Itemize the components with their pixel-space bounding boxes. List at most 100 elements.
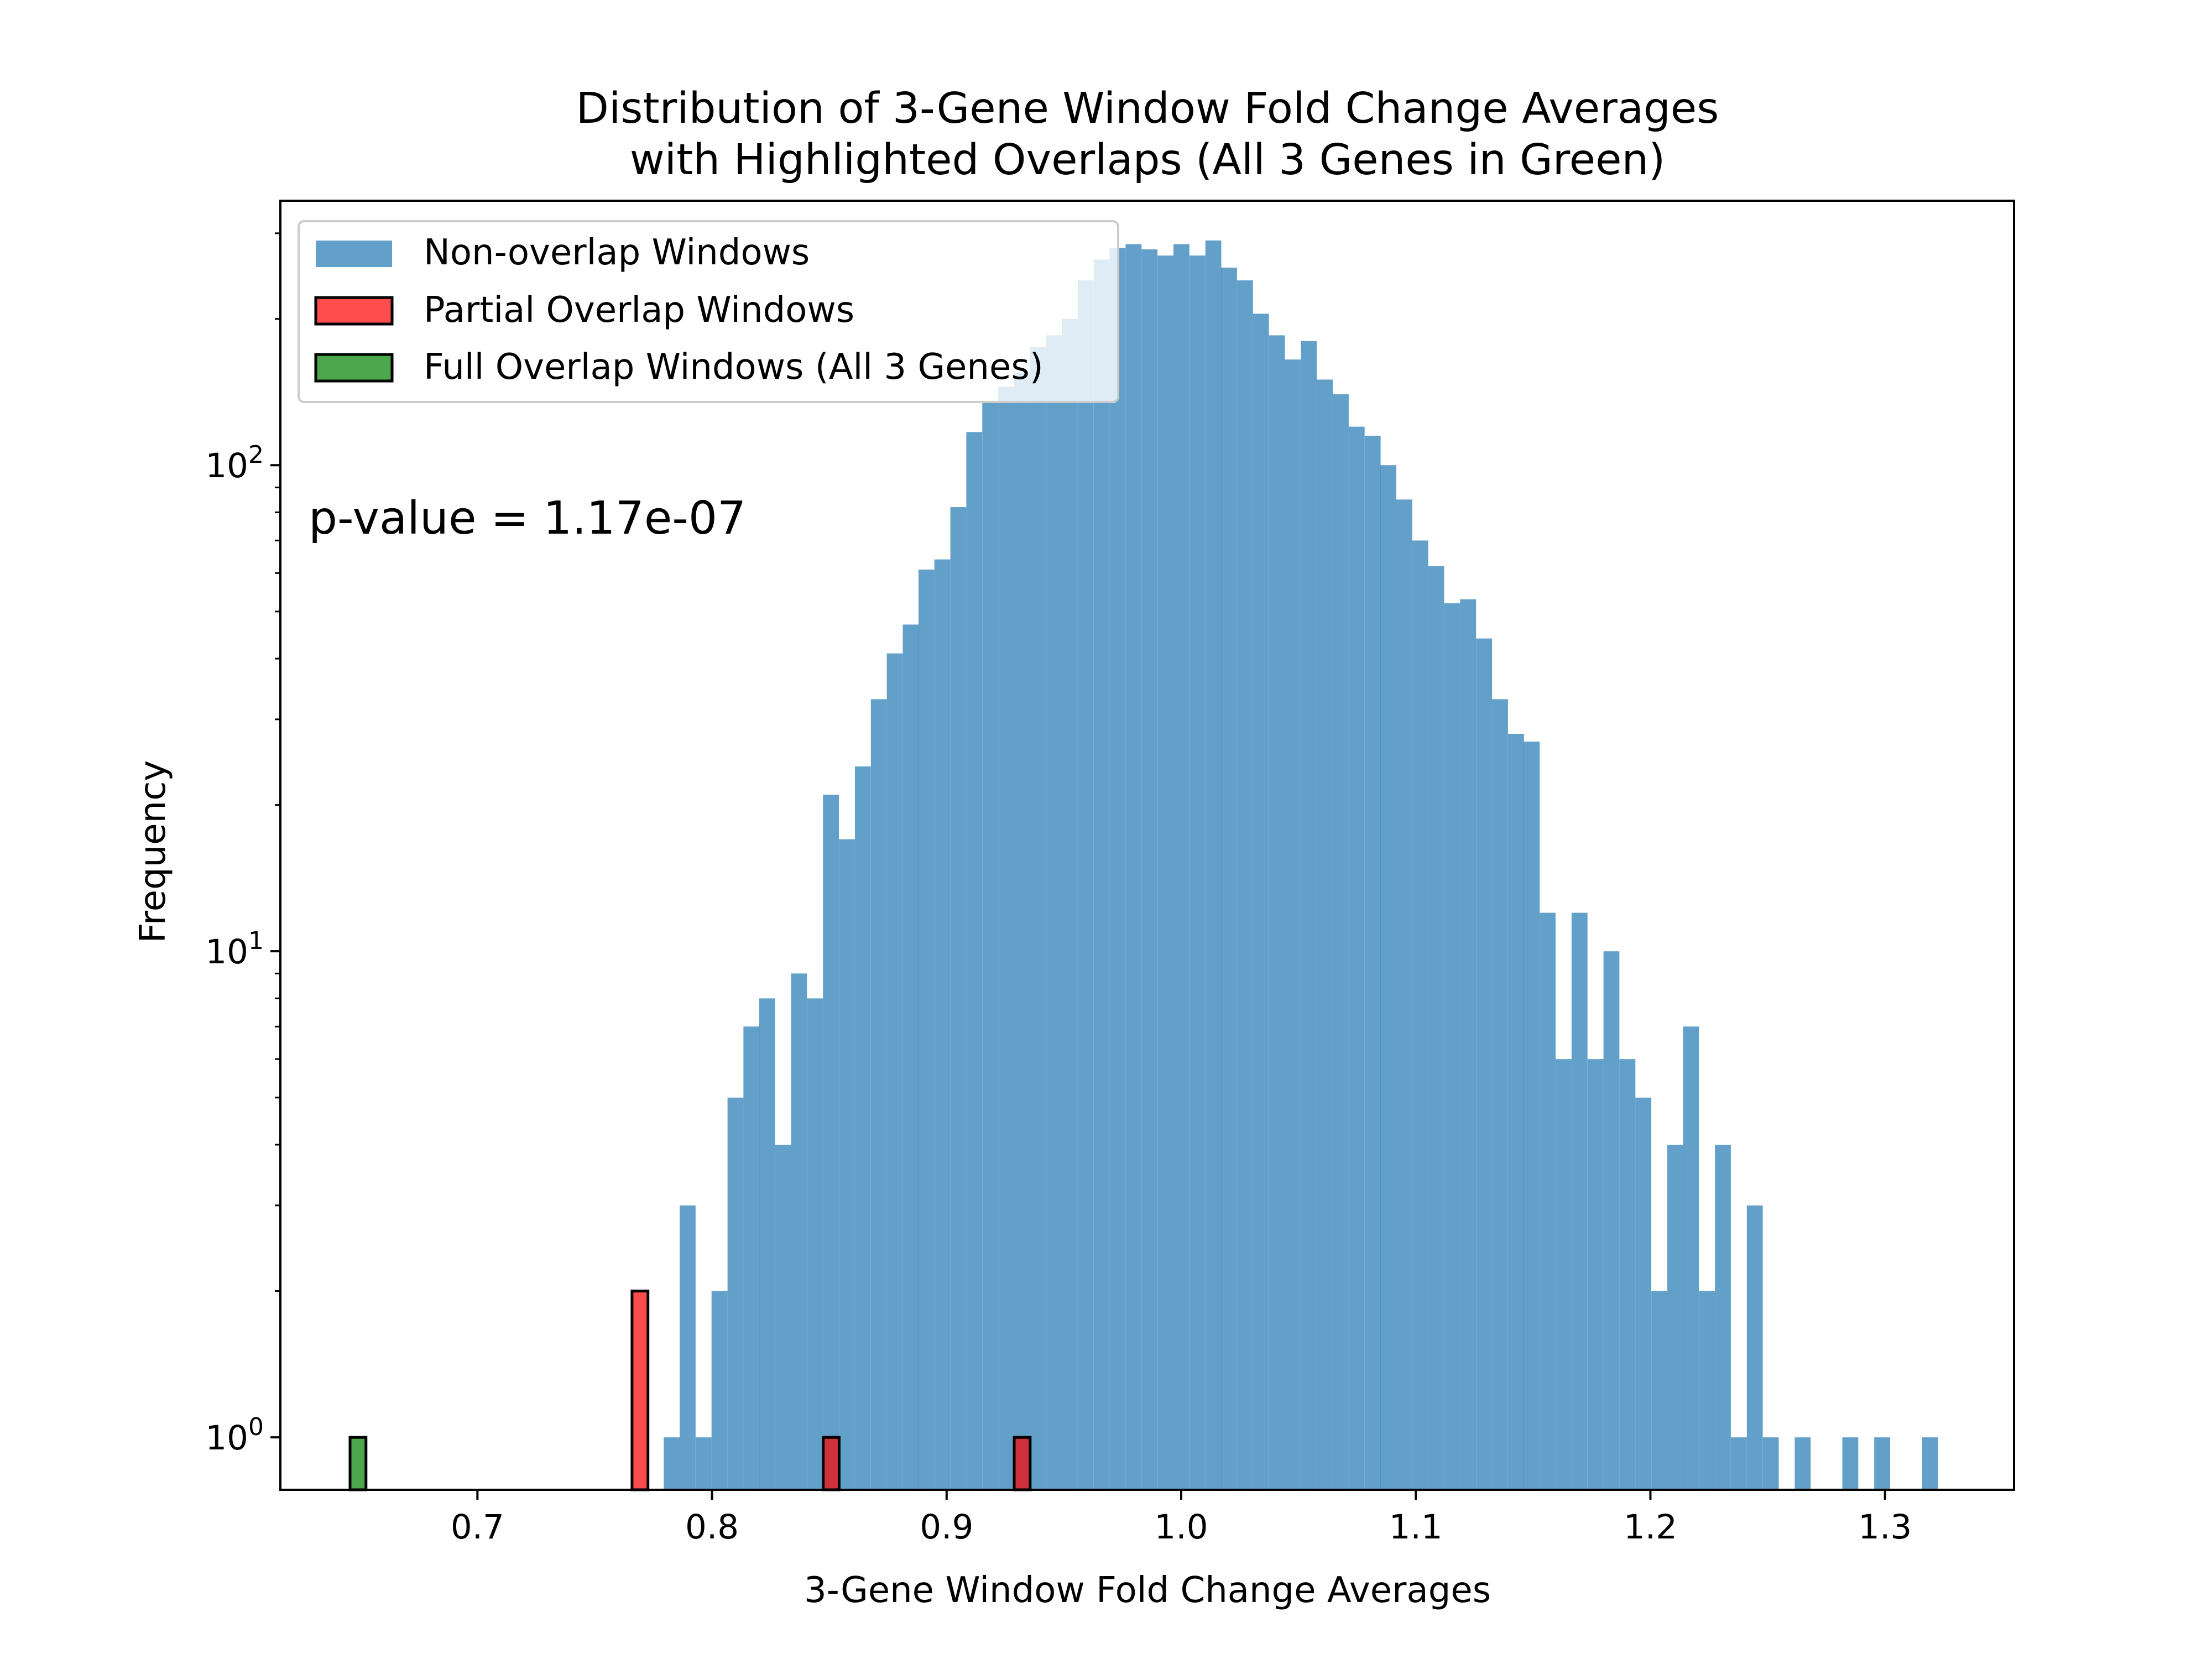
non-overlap-bar [1922,1437,1938,1490]
y-axis-label: Frequency [133,760,174,943]
legend: Non-overlap Windows Partial Overlap Wind… [298,220,1119,403]
bars-layer [348,240,1938,1491]
legend-label-non-overlap: Non-overlap Windows [424,232,810,273]
non-overlap-bar [1301,341,1317,1490]
ticks-layer: 0.7 0.8 0.9 1.0 1.1 1.2 1.3 100 101 102 [205,232,1912,1547]
non-overlap-bar [1571,912,1588,1490]
non-overlap-bar [1285,359,1301,1490]
p-value-annotation: p-value = 1.17e-07 [309,492,746,545]
plot-frame [279,200,2015,1491]
non-overlap-bar [1157,255,1173,1490]
x-tick-label: 1.3 [1858,1507,1912,1547]
non-overlap-bar [966,432,983,1490]
partial-overlap-bar [1013,1436,1032,1491]
non-overlap-bar [934,559,951,1490]
non-overlap-bar [664,1437,680,1490]
non-overlap-bar [918,569,935,1490]
non-overlap-bar [998,387,1014,1490]
non-overlap-bar [1731,1437,1747,1490]
non-overlap-bar [743,1026,760,1490]
non-overlap-bar [823,795,839,1490]
non-overlap-bar [1508,734,1524,1490]
non-overlap-bar [1237,280,1253,1490]
non-overlap-bar [1125,244,1142,1490]
non-overlap-bar [1715,1145,1731,1490]
non-overlap-bar [711,1291,728,1490]
chart-title-line-2: with Highlighted Overlaps (All 3 Genes i… [630,135,1666,185]
non-overlap-bar [759,998,775,1490]
non-overlap-bar [1683,1026,1699,1490]
legend-frame [298,220,1119,403]
non-overlap-bar [950,507,967,1490]
non-overlap-bar [1603,951,1620,1490]
non-overlap-bar [1141,249,1158,1490]
legend-swatch-full-overlap [314,353,394,383]
non-overlap-bar [1269,335,1285,1490]
x-tick-label: 1.1 [1389,1507,1443,1547]
non-overlap-bar [1396,499,1412,1490]
partial-overlap-bar [630,1290,650,1491]
non-overlap-bar [1189,255,1206,1490]
non-overlap-bar [1746,1205,1763,1490]
non-overlap-bar [1014,372,1030,1490]
y-tick-label: 102 [205,441,264,486]
non-overlap-bar [1587,1059,1604,1490]
non-overlap-bar [1093,259,1110,1490]
non-overlap-bar [680,1205,696,1490]
y-tick-label: 101 [205,927,264,972]
non-overlap-bar [1635,1097,1652,1490]
non-overlap-bar [1476,638,1493,1490]
non-overlap-bar [727,1097,744,1490]
non-overlap-bar [1556,1059,1572,1490]
non-overlap-bar [1412,540,1428,1490]
non-overlap-bar [1794,1437,1811,1490]
x-tick-label: 1.0 [1155,1507,1208,1547]
x-tick-label: 0.8 [685,1507,739,1547]
non-overlap-bar [1046,335,1062,1490]
legend-label-full-overlap: Full Overlap Windows (All 3 Genes) [424,347,1044,388]
non-overlap-bar [1317,379,1333,1490]
non-overlap-bar [1333,394,1349,1490]
non-overlap-bar [1030,347,1046,1490]
partial-overlap-bar [822,1436,841,1491]
non-overlap-bar [1524,742,1540,1490]
non-overlap-bar [1667,1145,1683,1490]
non-overlap-bar [775,1145,791,1490]
non-overlap-bar [902,624,919,1490]
non-overlap-bar [1540,912,1556,1490]
non-overlap-bar [854,766,871,1490]
non-overlap-bar [1348,426,1365,1490]
non-overlap-bar [839,839,855,1490]
non-overlap-bar [1619,1059,1636,1490]
x-tick-label: 0.9 [920,1507,973,1547]
non-overlap-bar [982,401,999,1490]
non-overlap-bar [1221,267,1237,1490]
chart-title-line-1: Distribution of 3-Gene Window Fold Chang… [576,84,1719,133]
non-overlap-bar [1492,699,1508,1490]
non-overlap-bar [1205,240,1222,1490]
non-overlap-bar [1062,319,1078,1490]
non-overlap-bar [1699,1291,1715,1490]
non-overlap-bar [1109,248,1126,1490]
full-overlap-bar [348,1436,368,1491]
non-overlap-bar [1077,280,1094,1490]
x-axis-label: 3-Gene Window Fold Change Averages [804,1570,1491,1611]
non-overlap-bar [886,653,903,1490]
non-overlap-bar [1874,1437,1890,1490]
non-overlap-bar [1842,1437,1859,1490]
legend-swatch-non-overlap [316,241,392,267]
legend-label-partial-overlap: Partial Overlap Windows [424,290,854,331]
non-overlap-bar [1380,465,1396,1490]
x-tick-label: 0.7 [451,1507,504,1547]
non-overlap-bar [1173,244,1190,1490]
non-overlap-bar [807,998,823,1490]
non-overlap-bar [1428,566,1444,1490]
legend-swatch-partial-overlap [314,296,394,326]
non-overlap-bar [1444,603,1460,1490]
non-overlap-bar [1253,314,1269,1490]
non-overlap-bar [1364,435,1381,1490]
non-overlap-bar [1651,1291,1667,1490]
x-tick-label: 1.2 [1624,1507,1677,1547]
non-overlap-bar [870,699,887,1490]
